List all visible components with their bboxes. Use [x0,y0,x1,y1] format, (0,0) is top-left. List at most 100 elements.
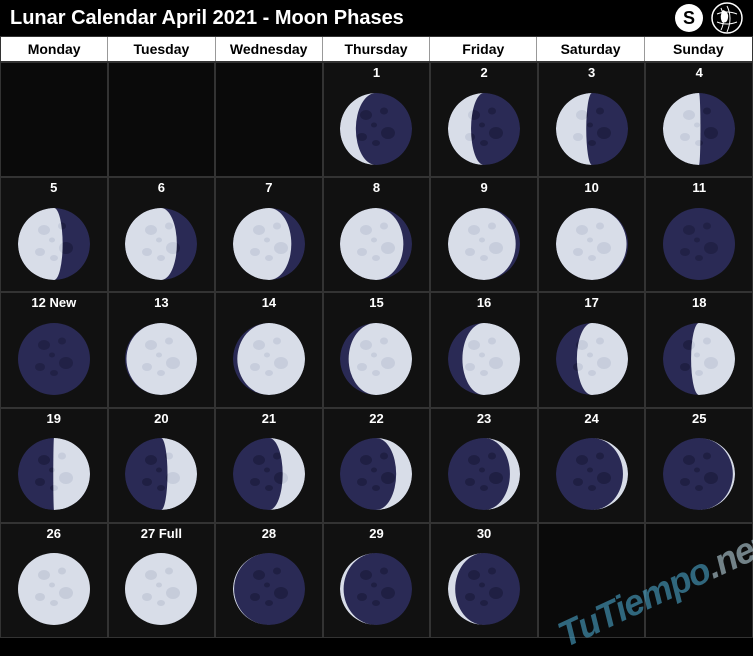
day-label: 30 [477,526,491,542]
calendar-cell: 27 Full [108,523,216,638]
moon-phase-icon [1,81,107,176]
moon-phase-icon [324,427,430,522]
hemisphere-letter: S [683,8,695,29]
header-right: S [675,2,743,34]
calendar-cell: 15 [323,292,431,407]
moon-phase-icon [109,427,215,522]
calendar-cell: 29 [323,523,431,638]
moon-phase-icon [539,196,645,291]
weekday-label: Sunday [645,37,752,61]
day-label: 8 [373,180,380,196]
day-label: 17 [584,295,598,311]
moon-phase-icon [324,542,430,637]
moon-phase-icon [324,311,430,406]
day-label: 15 [369,295,383,311]
calendar-cell: 8 [323,177,431,292]
moon-phase-icon [431,542,537,637]
day-label: 18 [692,295,706,311]
calendar-cell: 16 [430,292,538,407]
moon-phase-icon [1,196,107,291]
calendar-cell: 3 [538,62,646,177]
moon-phase-icon [216,196,322,291]
moon-phase-icon [646,81,752,176]
globe-icon [711,2,743,34]
day-label: 4 [696,65,703,81]
weekday-label: Monday [1,37,108,61]
moon-phase-icon [216,542,322,637]
calendar-cell [645,523,753,638]
calendar-cell: 13 [108,292,216,407]
day-label: 29 [369,526,383,542]
moon-phase-icon [431,196,537,291]
calendar-cell: 18 [645,292,753,407]
moon-phase-icon [1,542,107,637]
moon-phase-icon [216,427,322,522]
weekday-label: Tuesday [108,37,215,61]
calendar-title: Lunar Calendar April 2021 - Moon Phases [10,7,404,30]
moon-phase-icon [646,427,752,522]
moon-phase-icon [539,542,645,637]
calendar-cell: 19 [0,408,108,523]
day-label: 13 [154,295,168,311]
day-label: 9 [480,180,487,196]
moon-phase-icon [646,542,752,637]
calendar-cell: 11 [645,177,753,292]
moon-phase-icon [1,311,107,406]
day-label: 16 [477,295,491,311]
day-label: 1 [373,65,380,81]
weekday-label: Thursday [323,37,430,61]
moon-phase-icon [431,427,537,522]
calendar-cell: 5 [0,177,108,292]
calendar-cell: 10 [538,177,646,292]
day-label: 22 [369,411,383,427]
weekday-label: Friday [430,37,537,61]
moon-phase-icon [109,311,215,406]
calendar-cell: 30 [430,523,538,638]
moon-phase-icon [109,196,215,291]
day-label: 11 [692,180,706,196]
calendar-cell [215,62,323,177]
day-label: 5 [50,180,57,196]
day-label: 26 [47,526,61,542]
calendar-cell: 17 [538,292,646,407]
day-label: 21 [262,411,276,427]
calendar-cell: 21 [215,408,323,523]
calendar-cell: 24 [538,408,646,523]
day-label: 3 [588,65,595,81]
moon-phase-icon [216,311,322,406]
calendar-cell: 14 [215,292,323,407]
day-label: 14 [262,295,276,311]
moon-phase-icon [539,311,645,406]
hemisphere-badge: S [675,4,703,32]
weekday-label: Wednesday [216,37,323,61]
calendar-cell: 9 [430,177,538,292]
moon-phase-icon [216,81,322,176]
day-label: 23 [477,411,491,427]
calendar-header: Lunar Calendar April 2021 - Moon Phases … [0,0,753,36]
calendar-cell: 2 [430,62,538,177]
calendar-cell: 6 [108,177,216,292]
calendar-cell: 22 [323,408,431,523]
calendar-cell [538,523,646,638]
moon-phase-icon [646,311,752,406]
day-label: 25 [692,411,706,427]
weekday-label: Saturday [537,37,644,61]
moon-phase-icon [539,81,645,176]
day-label: 10 [584,180,598,196]
day-label: 6 [158,180,165,196]
calendar-cell: 28 [215,523,323,638]
calendar-cell: 20 [108,408,216,523]
calendar-cell: 12 New [0,292,108,407]
moon-phase-icon [646,196,752,291]
calendar-cell: 25 [645,408,753,523]
day-label: 2 [480,65,487,81]
moon-phase-icon [324,196,430,291]
day-label: 24 [584,411,598,427]
calendar-cell: 23 [430,408,538,523]
moon-phase-icon [109,81,215,176]
calendar-cell: 26 [0,523,108,638]
calendar-grid: 1 2 [0,62,753,638]
day-label: 27 Full [141,526,182,542]
moon-phase-icon [109,542,215,637]
moon-phase-icon [431,81,537,176]
